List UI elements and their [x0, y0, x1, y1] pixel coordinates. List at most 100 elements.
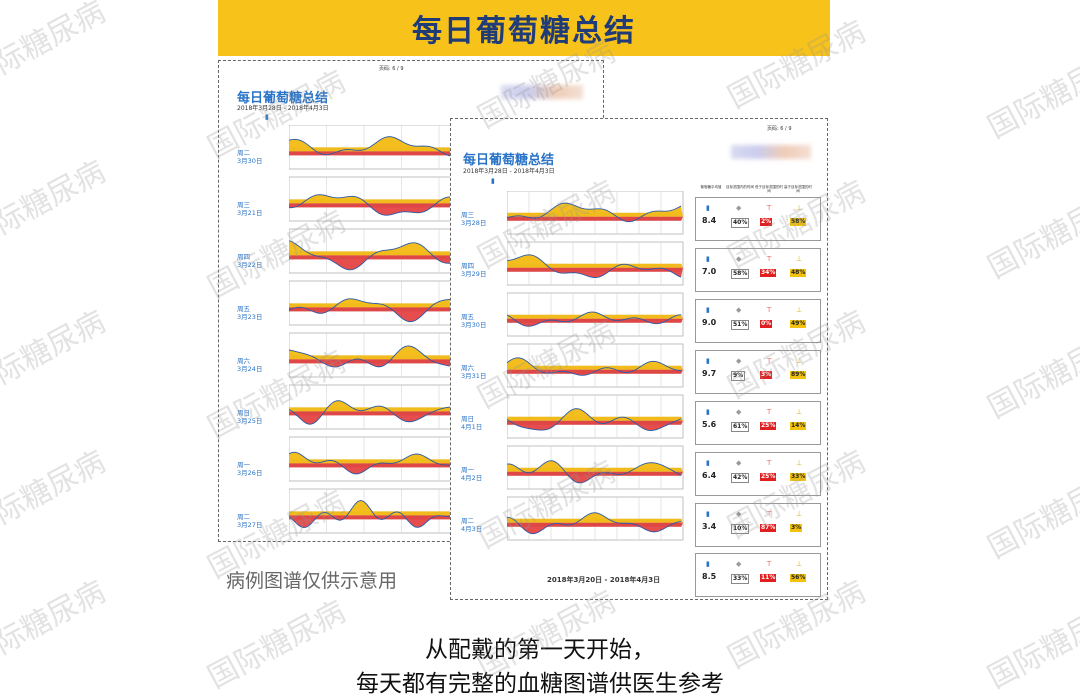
high-icon: ⊥	[796, 255, 803, 263]
bottom-text-line2: 每天都有完整的血糖图谱供医生参考	[356, 671, 724, 697]
low-icon: ⊤	[766, 204, 773, 212]
day-label: 周一 4月2日	[461, 466, 483, 482]
day-label: 周三 3月21日	[237, 201, 263, 217]
page-number-front: 页码: 6 / 9	[767, 126, 792, 132]
low-icon: ⊤	[766, 459, 773, 467]
sensor-icon: ▮	[706, 357, 710, 365]
in-range-icon: ◆	[736, 255, 742, 263]
high-icon: ⊥	[796, 204, 803, 212]
high-icon: ⊥	[796, 459, 803, 467]
sensor-icon: ▮	[706, 459, 710, 467]
sensor-icon: ▮	[706, 560, 710, 568]
in-range-icon: ◆	[736, 510, 742, 518]
high-icon: ⊥	[796, 357, 803, 365]
title-banner: 每日葡萄糖总结	[218, 0, 830, 56]
high-icon: ⊥	[796, 560, 803, 568]
daily-stats-row: ▮ 5.6 ◆ 61% ⊤ 25% ⊥ 14%	[695, 401, 821, 445]
time-in-range: 40%	[731, 218, 750, 228]
in-range-icon: ◆	[736, 357, 742, 365]
bottom-text-line1: 从配戴的第一天开始，	[425, 637, 655, 663]
report-date-front: 2018年3月28日 - 2018年4月3日	[463, 168, 555, 175]
time-in-range: 33%	[731, 574, 750, 584]
time-above-range: 14%	[790, 422, 807, 430]
low-icon: ⊤	[766, 357, 773, 365]
time-below-range: 25%	[760, 473, 777, 481]
watermark-text: 国际糖尿病	[982, 184, 1080, 286]
watermark-text: 国际糖尿病	[0, 154, 112, 256]
daily-stats-row: ▮ 9.7 ◆ 9% ⊤ 3% ⊥ 89%	[695, 350, 821, 394]
time-below-range: 0%	[760, 320, 773, 328]
avg-glucose: 8.4	[702, 216, 717, 225]
day-label: 周三 3月28日	[461, 211, 487, 227]
avg-glucose: 6.4	[702, 471, 717, 480]
front-glucose-charts	[507, 191, 684, 541]
sensor-icon: ▮	[706, 306, 710, 314]
watermark-text: 国际糖尿病	[982, 464, 1080, 566]
report-date-back: 2018年3月28日 - 2018年4月3日	[237, 105, 329, 112]
banner-title: 每日葡萄糖总结	[412, 14, 636, 49]
time-below-range: 2%	[760, 218, 773, 226]
stat-header-label: 葡萄糖平均值	[700, 185, 722, 189]
in-range-icon: ◆	[736, 204, 742, 212]
watermark-text: 国际糖尿病	[982, 324, 1080, 426]
time-in-range: 51%	[731, 320, 750, 330]
sensor-icon: ▮	[706, 510, 710, 518]
low-icon: ⊤	[766, 510, 773, 518]
day-label: 周四 3月22日	[237, 253, 263, 269]
in-range-icon: ◆	[736, 459, 742, 467]
time-in-range: 58%	[731, 269, 750, 279]
watermark-text: 国际糖尿病	[0, 0, 112, 96]
stat-header-label: 低于目标范围的时间	[755, 185, 783, 193]
day-label: 周五 3月30日	[461, 313, 487, 329]
avg-glucose: 3.4	[702, 522, 717, 531]
day-chart	[507, 445, 684, 490]
time-above-range: 3%	[790, 524, 803, 532]
blurred-patient-info	[501, 85, 583, 99]
time-below-range: 25%	[760, 422, 777, 430]
day-chart	[507, 241, 684, 286]
daily-stats-row: ▮ 3.4 ◆ 10% ⊤ 87% ⊥ 3%	[695, 503, 821, 547]
time-below-range: 11%	[760, 574, 777, 582]
avg-glucose: 9.7	[702, 369, 717, 378]
day-label: 周四 3月29日	[461, 262, 487, 278]
day-label: 周一 3月26日	[237, 461, 263, 477]
daily-stats-row: ▮ 8.4 ◆ 40% ⊤ 2% ⊥ 58%	[695, 197, 821, 241]
day-chart	[507, 496, 684, 541]
blurred-patient-info-front	[731, 145, 811, 159]
time-above-range: 58%	[790, 218, 807, 226]
report-sheet-front: 页码: 6 / 9 每日葡萄糖总结 2018年3月28日 - 2018年4月3日…	[450, 118, 828, 600]
page-number-back: 页码: 6 / 9	[379, 66, 404, 72]
day-label: 周日 4月1日	[461, 415, 483, 431]
in-range-icon: ◆	[736, 408, 742, 416]
time-above-range: 49%	[790, 320, 807, 328]
high-icon: ⊥	[796, 306, 803, 314]
case-caption: 病例图谱仅供示意用	[226, 570, 398, 592]
day-chart	[507, 343, 684, 388]
time-below-range: 87%	[760, 524, 777, 532]
time-in-range: 61%	[731, 422, 750, 432]
time-below-range: 34%	[760, 269, 777, 277]
stat-header-label: 高于目标范围的时间	[784, 185, 812, 193]
watermark-text: 国际糖尿病	[982, 44, 1080, 146]
day-chart	[507, 191, 684, 235]
low-icon: ⊤	[766, 255, 773, 263]
low-icon: ⊤	[766, 560, 773, 568]
time-above-range: 89%	[790, 371, 807, 379]
in-range-icon: ◆	[736, 306, 742, 314]
day-chart	[507, 292, 684, 337]
time-below-range: 3%	[760, 371, 773, 379]
watermark-text: 国际糖尿病	[0, 304, 112, 406]
time-above-range: 56%	[790, 574, 807, 582]
time-above-range: 33%	[790, 473, 807, 481]
high-icon: ⊥	[796, 510, 803, 518]
in-range-icon: ◆	[736, 560, 742, 568]
time-in-range: 42%	[731, 473, 750, 483]
daily-stats-row: ▮ 6.4 ◆ 42% ⊤ 25% ⊥ 33%	[695, 452, 821, 496]
watermark-text: 国际糖尿病	[0, 444, 112, 546]
stat-header-label: 目标范围内的时间	[726, 185, 754, 189]
day-label: 周五 3月23日	[237, 305, 263, 321]
report-title-front: 每日葡萄糖总结	[463, 153, 555, 168]
time-in-range: 9%	[731, 371, 746, 381]
day-label: 周二 4月3日	[461, 517, 483, 533]
avg-glucose: 5.6	[702, 420, 717, 429]
